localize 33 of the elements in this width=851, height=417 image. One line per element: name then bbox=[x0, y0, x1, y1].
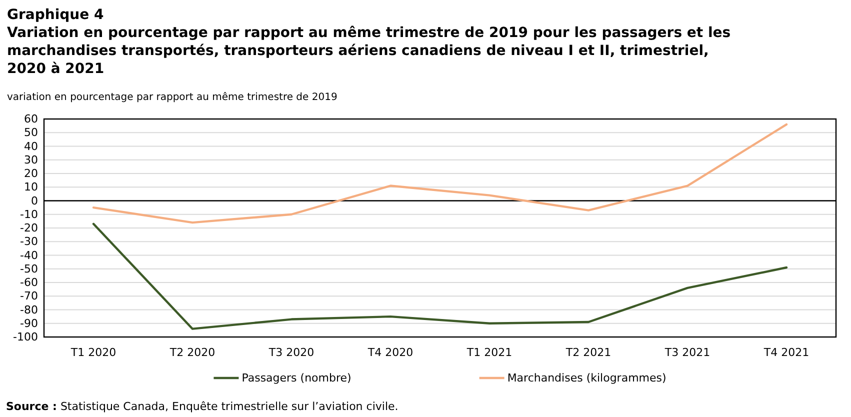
source-note: Source : Statistique Canada, Enquête trimestrielle sur l’aviation civile. bbox=[6, 400, 398, 413]
y-tick-label: -30 bbox=[20, 235, 38, 248]
y-tick-label: -20 bbox=[20, 222, 38, 234]
y-tick-label: 40 bbox=[24, 140, 38, 153]
y-tick-label: -10 bbox=[20, 208, 38, 221]
x-tick-label: T4 2021 bbox=[762, 346, 810, 359]
y-tick-label: 20 bbox=[24, 167, 38, 180]
y-tick-label: -50 bbox=[20, 262, 38, 276]
legend-label: Passagers (nombre) bbox=[242, 372, 352, 384]
line-series bbox=[92, 123, 788, 224]
y-tick-label: 0 bbox=[31, 194, 38, 208]
line-series bbox=[92, 222, 788, 330]
x-tick-label: T3 2020 bbox=[268, 346, 314, 359]
y-axis-title: variation en pourcentage par rapport au même trimestre de 2019 bbox=[7, 92, 338, 103]
x-tick-label: T1 2021 bbox=[466, 346, 512, 359]
x-tick-label: T2 2020 bbox=[168, 346, 216, 359]
x-tick-label: T3 2021 bbox=[664, 346, 710, 359]
y-tick-label: 50 bbox=[24, 126, 38, 140]
y-tick-label: 10 bbox=[24, 180, 38, 194]
y-tick-label: -40 bbox=[20, 248, 38, 262]
y-tick-label: -80 bbox=[20, 303, 38, 316]
y-tick-label: -70 bbox=[20, 290, 38, 303]
y-tick-label: -60 bbox=[20, 276, 38, 289]
y-tick-label: -90 bbox=[20, 316, 38, 330]
x-tick-label: T2 2021 bbox=[564, 346, 612, 359]
y-tick-label: -100 bbox=[13, 330, 38, 344]
legend-label: Marchandises (kilogrammes) bbox=[507, 372, 666, 384]
chart-subtitle: Variation en pourcentage par rapport au même trimestre de 2019 pour les passagers et les marchandises transportés, transporteurs aériens canadiens de niveau I et II, trimestriel, 2020 à 2021 bbox=[7, 25, 731, 77]
y-tick-label: 30 bbox=[24, 153, 38, 166]
x-tick-label: T4 2020 bbox=[366, 346, 414, 359]
x-tick-label: T1 2020 bbox=[70, 346, 116, 359]
chart-title: Graphique 4 bbox=[7, 7, 104, 23]
y-tick-label: 60 bbox=[24, 112, 38, 126]
